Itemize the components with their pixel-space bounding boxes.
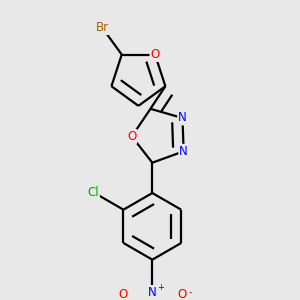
Text: Cl: Cl (87, 186, 99, 199)
Text: O: O (177, 288, 186, 300)
Text: -: - (188, 287, 191, 297)
Text: +: + (157, 283, 164, 292)
Text: N: N (148, 286, 157, 299)
Text: N: N (179, 145, 188, 158)
Text: O: O (127, 130, 136, 143)
Text: O: O (118, 288, 127, 300)
Text: Br: Br (96, 21, 109, 34)
Text: N: N (178, 112, 187, 124)
Text: O: O (150, 48, 160, 61)
